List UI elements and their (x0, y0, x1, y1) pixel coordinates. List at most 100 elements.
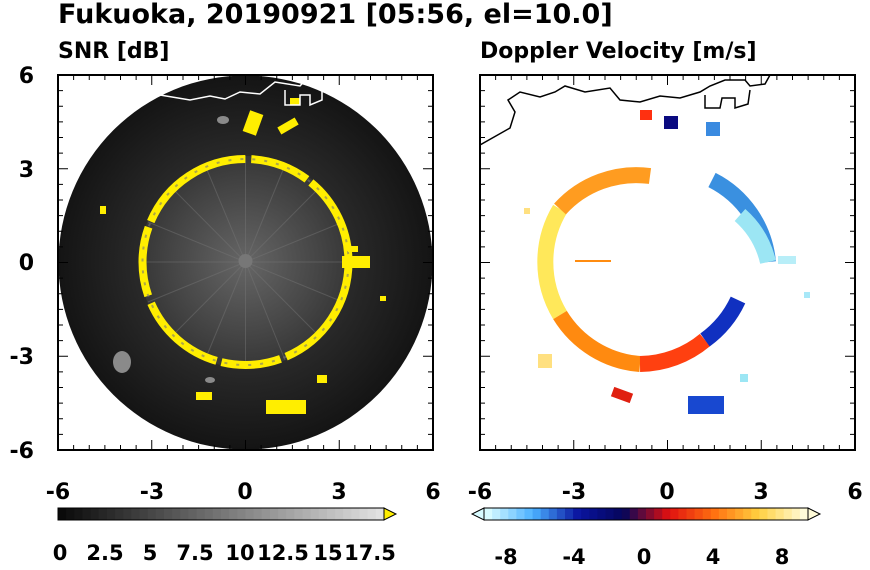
colorbar-segment (637, 508, 647, 520)
colorbar-tick-label: 17.5 (344, 541, 396, 565)
colorbar-segment (670, 508, 679, 520)
x-tick-label: -3 (562, 480, 586, 505)
colorbar-tick-label: 4 (706, 545, 721, 569)
colorbar-segment (351, 508, 361, 520)
colorbar-segment (629, 508, 639, 520)
y-tick-label: 0 (19, 251, 34, 276)
colorbar-segment (678, 508, 687, 520)
colorbar-segment (66, 508, 75, 520)
colorbar-segment (278, 508, 287, 520)
colorbar-tick-label: 10 (225, 541, 254, 565)
colorbar-segment (147, 508, 157, 520)
doppler-plot-area (480, 75, 855, 450)
colorbar-segment (123, 508, 132, 520)
colorbar-tick-label: 0 (53, 541, 68, 565)
colorbar-segment (98, 508, 108, 520)
colorbar-segment (82, 508, 92, 520)
panel-label-snr: SNR [dB] (58, 39, 169, 64)
colorbar-segment (131, 508, 140, 520)
colorbar-segment (605, 508, 615, 520)
colorbar-segment (335, 508, 344, 520)
snr-plot-area (58, 75, 433, 450)
colorbar-segment (791, 508, 801, 520)
colorbar-segment (237, 508, 246, 520)
y-tick-label: -3 (10, 345, 34, 370)
colorbar-segment (548, 508, 558, 520)
doppler-echo-patches (524, 110, 810, 414)
x-tick-label: 3 (331, 480, 346, 505)
colorbar-segment (516, 508, 525, 520)
snr-radar-center (238, 254, 253, 268)
snr-colorbar (57, 507, 398, 521)
colorbar-segment (500, 508, 509, 520)
colorbar-segment (302, 508, 312, 520)
colorbar-segment (343, 508, 352, 520)
x-tick-label: -6 (468, 480, 492, 505)
colorbar-segment (710, 508, 720, 520)
x-tick-label: 0 (237, 480, 252, 505)
colorbar-segment (597, 508, 606, 520)
y-tick-label: -6 (10, 439, 34, 464)
x-tick-label: 6 (847, 480, 862, 505)
colorbar-segment (621, 508, 631, 520)
colorbar-segment (565, 508, 574, 520)
colorbar-segment (115, 508, 124, 520)
colorbar-tick-label: 12.5 (257, 541, 309, 565)
x-tick-label: 3 (753, 480, 768, 505)
colorbar-segment (540, 508, 550, 520)
colorbar-segment (573, 508, 582, 520)
colorbar-segment (589, 508, 598, 520)
snr-grey-clutter (113, 116, 229, 383)
colorbar-segment (318, 508, 328, 520)
colorbar-segment (743, 508, 752, 520)
colorbar-segment (196, 508, 206, 520)
colorbar-segment (204, 508, 214, 520)
colorbar-tick-label: -4 (562, 545, 585, 569)
colorbar-segment (139, 508, 149, 520)
colorbar-tick-label: 5 (143, 541, 158, 565)
colorbar-segment (326, 508, 336, 520)
colorbar-segment (172, 508, 181, 520)
colorbar-segment (686, 508, 696, 520)
x-axis-labels-snr: -6 -3 0 3 6 (46, 480, 441, 505)
colorbar-segment (269, 508, 279, 520)
colorbar-segment (718, 508, 728, 520)
axis-ticks (57, 74, 856, 451)
colorbar-segment (492, 508, 501, 520)
colorbar-segment (221, 508, 230, 520)
doppler-coastline (480, 75, 771, 146)
doppler-colorbar (470, 507, 822, 521)
y-axis-labels: 6 3 0 -3 -6 (10, 64, 34, 464)
snr-coastline (159, 75, 311, 101)
colorbar-frame (483, 507, 809, 521)
colorbar-segment (799, 508, 809, 520)
x-axis-labels-doppler: -6 -3 0 3 6 (468, 480, 863, 505)
colorbar-segment (556, 508, 566, 520)
colorbar-tick-label: 2.5 (86, 541, 123, 565)
colorbar-extend-max (383, 507, 398, 521)
colorbar-segment (310, 508, 320, 520)
colorbar-segment (783, 508, 793, 520)
y-tick-label: 6 (19, 64, 34, 89)
colorbar-tick-label: -8 (494, 545, 517, 569)
x-tick-label: -6 (46, 480, 70, 505)
snr-colorbar-labels: 0 2.5 5 7.5 10 12.5 15 17.5 (53, 541, 396, 565)
snr-radial-streaks (140, 156, 351, 368)
colorbar-segment (646, 508, 655, 520)
colorbar-segment (662, 508, 671, 520)
panel-label-doppler: Doppler Velocity [m/s] (480, 39, 757, 64)
colorbar-segment (229, 508, 238, 520)
y-tick-label: 3 (19, 158, 34, 183)
colorbar-segment (654, 508, 663, 520)
colorbar-segment (155, 508, 165, 520)
colorbar-segment (508, 508, 517, 520)
colorbar-segment (702, 508, 712, 520)
colorbar-segment (727, 508, 736, 520)
colorbar-segment (58, 508, 67, 520)
colorbar-extend-max (807, 507, 822, 521)
colorbar-segment (767, 508, 777, 520)
colorbar-segment (735, 508, 744, 520)
colorbar-segment (163, 508, 173, 520)
x-tick-label: 0 (659, 480, 674, 505)
